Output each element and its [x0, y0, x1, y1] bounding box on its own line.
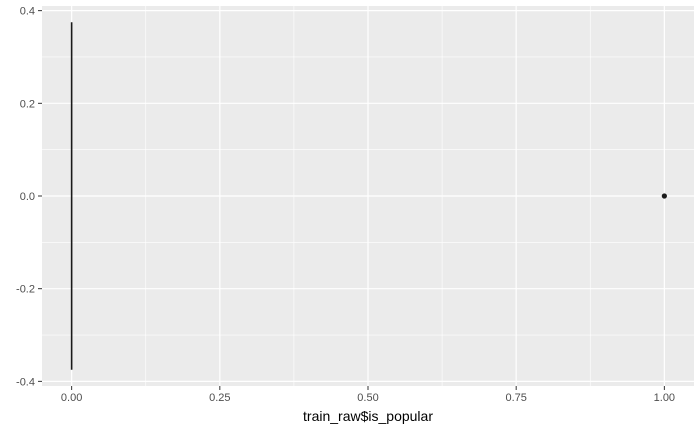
x-axis-title: train_raw$is_popular — [303, 408, 433, 424]
x-tick-label: 0.25 — [209, 392, 230, 404]
y-tick-label: -0.2 — [16, 284, 35, 296]
y-tick-label: 0.2 — [20, 98, 35, 110]
y-tick-label: 0.0 — [20, 191, 35, 203]
data-marks — [70, 22, 667, 370]
y-tick-label: 0.4 — [20, 6, 35, 18]
x-tick-label: 0.00 — [61, 392, 82, 404]
x-axis-ticks: 0.00 0.25 0.50 0.75 1.00 — [61, 386, 675, 404]
x-tick-label: 0.50 — [357, 392, 378, 404]
y-tick-label: -0.4 — [16, 376, 35, 388]
x-tick-label: 1.00 — [654, 392, 675, 404]
y-axis-ticks: -0.4 -0.2 0.0 0.2 0.4 — [16, 6, 42, 388]
data-point — [661, 193, 667, 199]
x-tick-label: 0.75 — [505, 392, 526, 404]
